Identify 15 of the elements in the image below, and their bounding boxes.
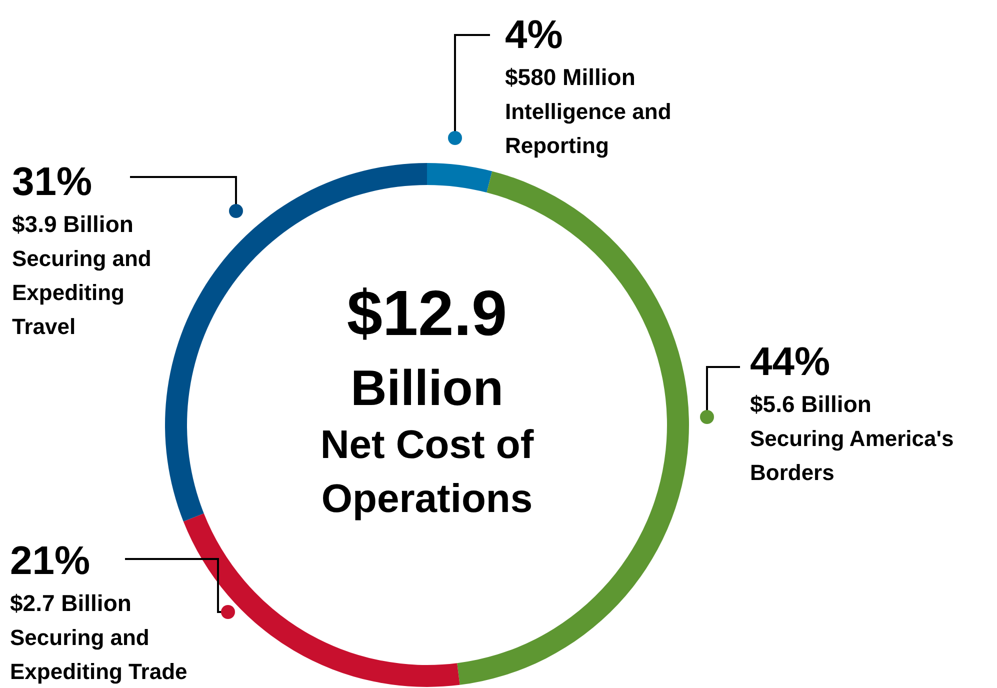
donut-slice bbox=[427, 163, 492, 193]
slice-label: Securing America's Borders bbox=[750, 426, 954, 485]
data-label: 31% bbox=[12, 160, 92, 204]
slice-label: Securing and Expediting Trade bbox=[10, 625, 188, 684]
data-label: 4% bbox=[505, 13, 563, 57]
legend-label: Intelligence and Reporting bbox=[505, 99, 672, 158]
text: $3.9 Billion bbox=[12, 211, 134, 237]
text: Net Cost of Operations bbox=[320, 423, 534, 521]
data-label: 21% bbox=[10, 539, 90, 583]
text: $12.9 Billion bbox=[346, 277, 508, 416]
slice-label: Securing and Expediting Travel bbox=[12, 246, 152, 339]
text: $580 Million bbox=[505, 64, 636, 90]
text: $5.6 Billion bbox=[750, 391, 872, 417]
data-label: 44% bbox=[750, 340, 830, 384]
text: $2.7 Billion bbox=[10, 590, 132, 616]
